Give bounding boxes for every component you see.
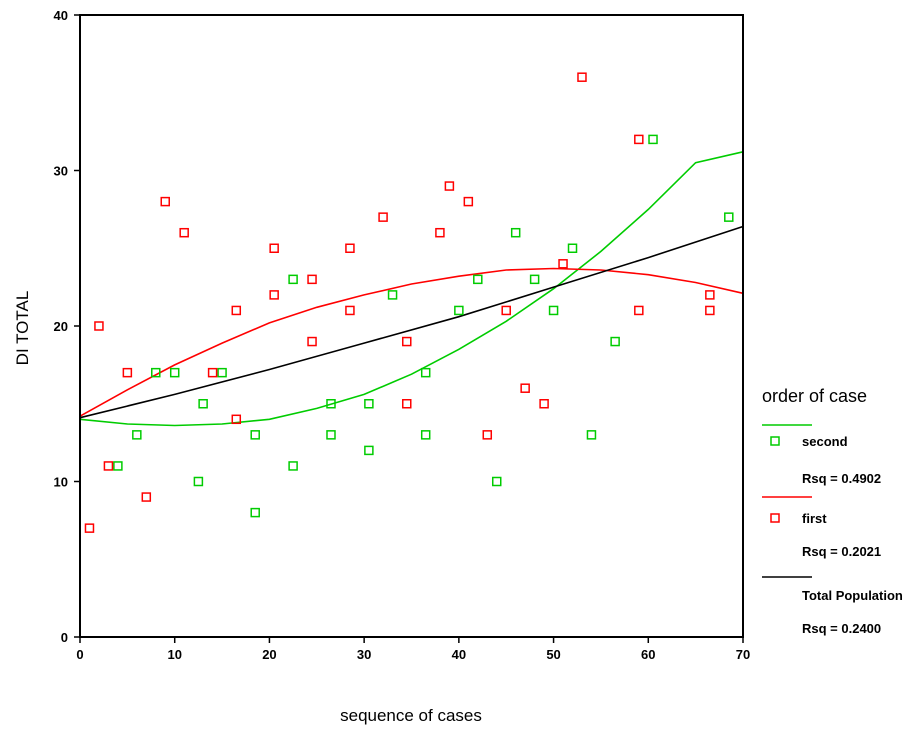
x-tick-label: 40 bbox=[452, 647, 466, 662]
point-first bbox=[231, 305, 242, 316]
point-second bbox=[420, 367, 431, 378]
point-second bbox=[364, 445, 374, 456]
point-first bbox=[103, 461, 114, 471]
y-axis-title: DI TOTAL bbox=[13, 291, 32, 366]
legend-marker-first bbox=[770, 513, 780, 523]
point-second bbox=[724, 212, 734, 222]
point-second bbox=[648, 134, 658, 145]
point-second bbox=[491, 476, 502, 487]
point-first bbox=[307, 336, 317, 347]
point-second bbox=[198, 399, 208, 409]
fit-line-second bbox=[79, 151, 744, 427]
axes: 0 10 20 30 40 50 60 70 0 10 20 30 40 bbox=[54, 8, 751, 662]
point-second bbox=[113, 461, 123, 471]
legend-rsq-second: Rsq = 0.4902 bbox=[802, 471, 881, 486]
y-tick-label: 10 bbox=[54, 475, 68, 490]
point-second bbox=[473, 274, 483, 285]
point-second bbox=[364, 399, 374, 409]
point-first bbox=[501, 305, 511, 316]
legend-label-first: first bbox=[802, 511, 827, 526]
point-first bbox=[482, 430, 493, 440]
point-second bbox=[250, 507, 260, 518]
point-first bbox=[141, 492, 152, 502]
point-first bbox=[520, 383, 530, 393]
legend-marker-second bbox=[770, 436, 780, 446]
point-first bbox=[345, 305, 355, 316]
point-first bbox=[269, 290, 279, 300]
point-second bbox=[151, 367, 161, 378]
point-first bbox=[435, 227, 445, 238]
point-first bbox=[634, 305, 644, 316]
point-first bbox=[539, 399, 549, 409]
point-second bbox=[217, 367, 227, 378]
x-tick-label: 0 bbox=[76, 647, 83, 662]
x-tick-label: 30 bbox=[357, 647, 371, 662]
point-second bbox=[169, 367, 180, 378]
point-second bbox=[529, 274, 540, 285]
point-first bbox=[231, 414, 242, 425]
point-second bbox=[288, 461, 298, 471]
point-second bbox=[548, 305, 559, 316]
y-tick-label: 0 bbox=[61, 630, 68, 645]
point-second bbox=[288, 274, 298, 285]
x-tick-label: 20 bbox=[262, 647, 276, 662]
x-tick-label: 10 bbox=[167, 647, 181, 662]
point-first bbox=[402, 399, 412, 409]
plot-area bbox=[79, 72, 744, 533]
x-tick-label: 50 bbox=[546, 647, 560, 662]
y-tick-label: 40 bbox=[54, 8, 68, 23]
fit-line-first bbox=[79, 267, 744, 417]
point-first bbox=[269, 243, 279, 253]
point-first bbox=[705, 305, 715, 316]
point-second bbox=[132, 430, 142, 440]
point-first bbox=[179, 227, 189, 238]
point-first bbox=[577, 72, 587, 82]
point-second bbox=[326, 430, 336, 440]
y-tick-label: 30 bbox=[54, 164, 68, 179]
x-tick-label: 70 bbox=[736, 647, 750, 662]
point-first bbox=[634, 134, 644, 145]
legend-title: order of case bbox=[762, 386, 867, 406]
plot-frame bbox=[79, 14, 744, 638]
point-first bbox=[207, 367, 218, 378]
point-first bbox=[558, 259, 568, 269]
point-second bbox=[326, 399, 336, 409]
legend-label-total-population: Total Population bbox=[802, 588, 903, 603]
point-first bbox=[94, 321, 104, 331]
point-second bbox=[193, 476, 204, 487]
point-second bbox=[610, 336, 620, 347]
point-first bbox=[307, 274, 317, 285]
x-axis-title: sequence of cases bbox=[340, 706, 482, 725]
point-second bbox=[250, 430, 260, 440]
legend: order of case second Rsq = 0.4902 first … bbox=[762, 386, 903, 636]
fit-line-total-population bbox=[79, 225, 744, 419]
point-first bbox=[122, 367, 133, 378]
point-first bbox=[378, 212, 388, 222]
point-first bbox=[345, 243, 355, 253]
legend-rsq-first: Rsq = 0.2021 bbox=[802, 544, 881, 559]
point-first bbox=[160, 196, 170, 207]
point-first bbox=[705, 290, 715, 300]
legend-rsq-total-population: Rsq = 0.2400 bbox=[802, 621, 881, 636]
point-first bbox=[463, 196, 474, 207]
point-first bbox=[444, 181, 455, 191]
x-tick-label: 60 bbox=[641, 647, 655, 662]
point-first bbox=[84, 523, 95, 533]
y-tick-label: 20 bbox=[54, 319, 68, 334]
point-second bbox=[586, 430, 597, 440]
point-second bbox=[420, 430, 431, 440]
legend-label-second: second bbox=[802, 434, 848, 449]
point-first bbox=[402, 336, 412, 347]
point-second bbox=[510, 227, 521, 238]
point-second bbox=[387, 290, 398, 300]
point-second bbox=[454, 305, 464, 316]
point-second bbox=[567, 243, 578, 253]
